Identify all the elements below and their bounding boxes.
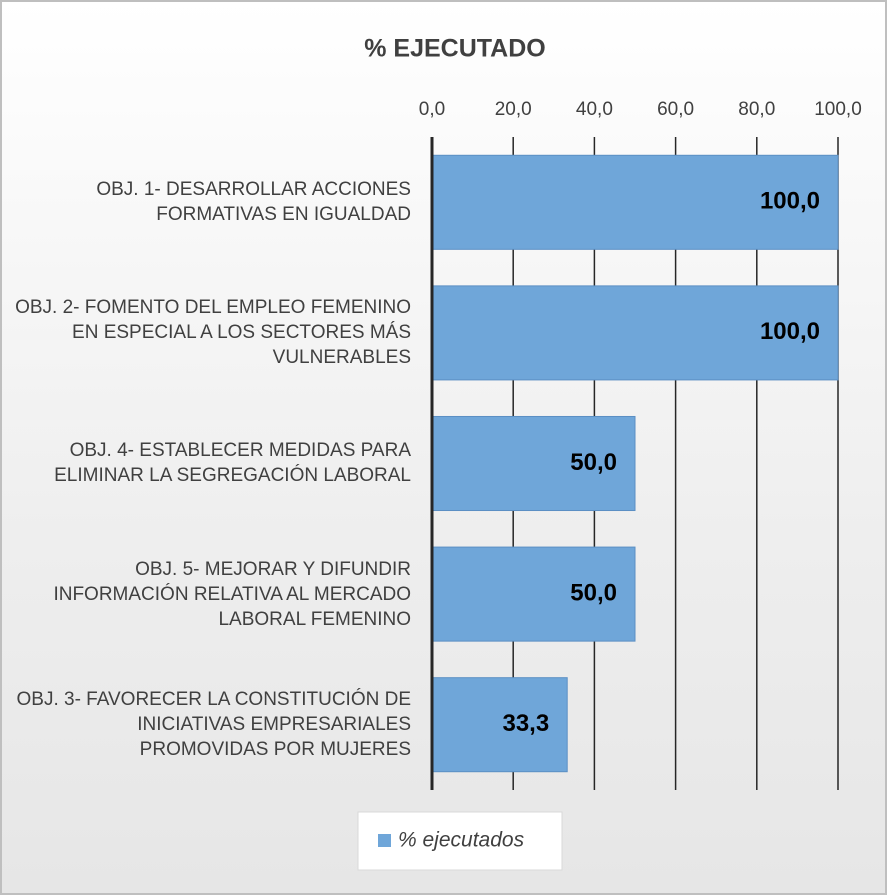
data-label: 100,0 bbox=[760, 318, 820, 345]
x-tick-label: 0,0 bbox=[419, 99, 445, 120]
chart-title: % EJECUTADO bbox=[364, 35, 546, 63]
y-tick-label: OBJ. 2- FOMENTO DEL EMPLEO FEMENINO EN E… bbox=[15, 297, 411, 369]
y-tick-label: OBJ. 3- FAVORECER LA CONSTITUCIÓN DE INI… bbox=[16, 689, 412, 761]
y-tick-label: OBJ. 5- MEJORAR Y DIFUNDIR INFORMACIÓN R… bbox=[53, 558, 411, 630]
legend-label: % ejecutados bbox=[398, 829, 525, 852]
data-label: 100,0 bbox=[760, 188, 820, 215]
y-tick-label: OBJ. 1- DESARROLLAR ACCIONES FORMATIVAS … bbox=[96, 179, 411, 226]
data-label: 50,0 bbox=[570, 449, 617, 476]
bar bbox=[431, 546, 636, 642]
y-tick-label: OBJ. 4- ESTABLECER MEDIDAS PARA ELIMINAR… bbox=[54, 440, 411, 487]
bar bbox=[431, 415, 636, 512]
bar bbox=[431, 285, 839, 381]
data-label: 33,3 bbox=[502, 710, 549, 737]
x-tick-label: 60,0 bbox=[657, 99, 694, 120]
data-label: 50,0 bbox=[570, 579, 617, 606]
x-tick-label: 40,0 bbox=[576, 99, 613, 120]
bar bbox=[431, 677, 568, 773]
legend-swatch bbox=[378, 834, 391, 847]
x-tick-label: 80,0 bbox=[738, 99, 775, 120]
x-tick-label: 20,0 bbox=[495, 99, 532, 120]
bar bbox=[431, 154, 839, 250]
legend-box bbox=[357, 811, 563, 871]
x-tick-label: 100,0 bbox=[814, 99, 862, 120]
